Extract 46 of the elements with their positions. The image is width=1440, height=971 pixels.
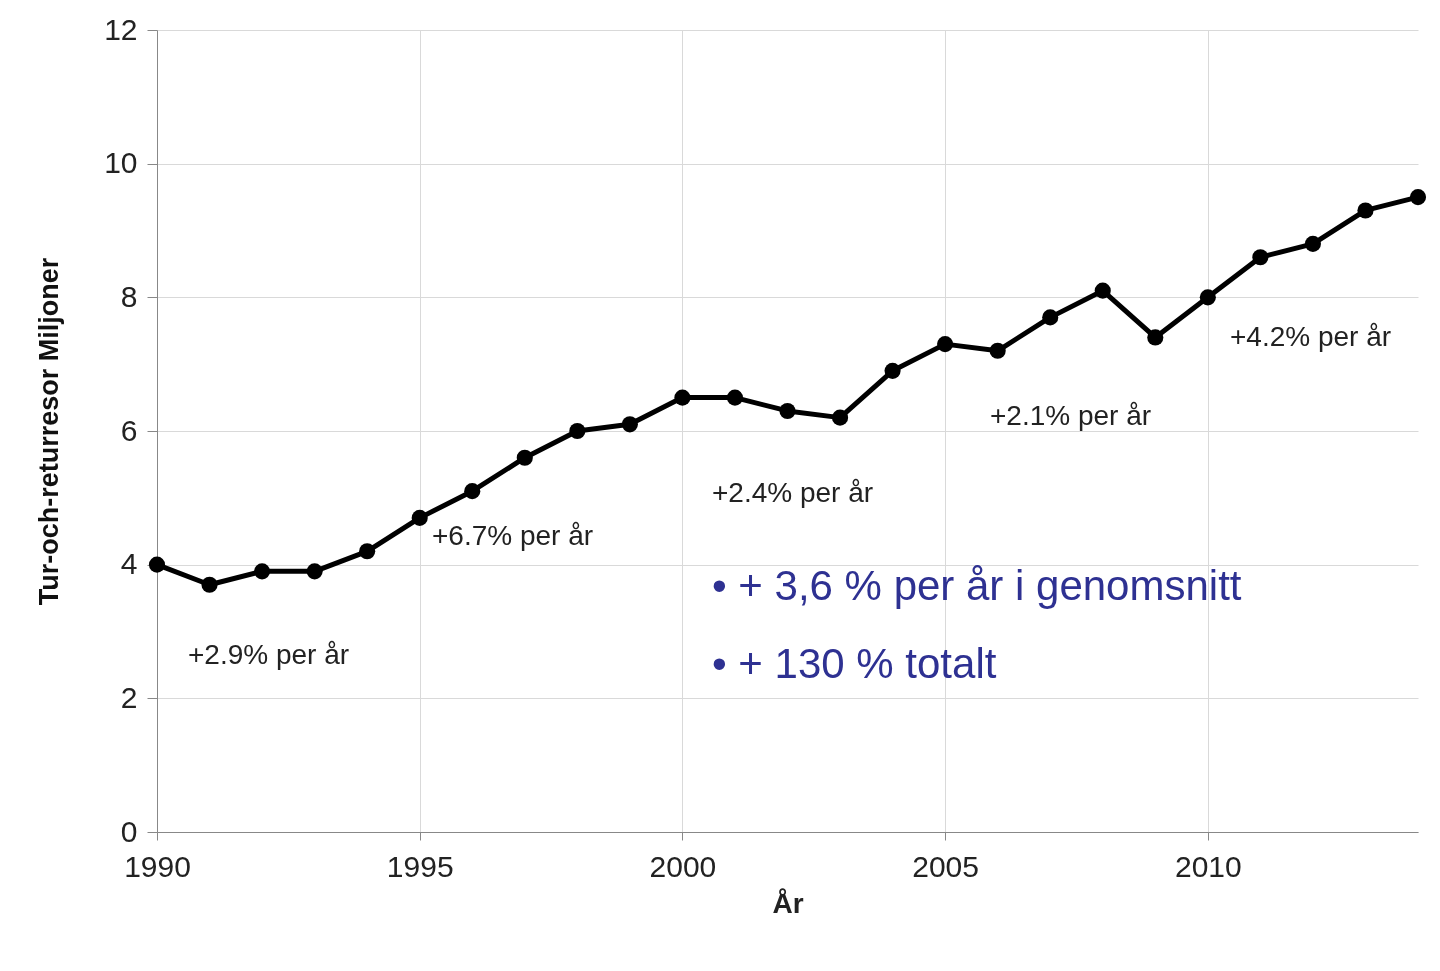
point: [569, 422, 586, 440]
point: [989, 342, 1006, 359]
point: [359, 543, 376, 560]
point: [464, 483, 481, 500]
point: [411, 509, 428, 526]
point: [831, 409, 849, 426]
point: [1409, 189, 1427, 206]
y-tick-label: 8: [120, 279, 138, 313]
point: [621, 416, 638, 433]
point: [726, 389, 744, 406]
point: [884, 362, 901, 379]
y-tick-label: 4: [120, 547, 138, 581]
point: [674, 389, 691, 406]
annotation: +6.7% per år: [432, 520, 594, 551]
point: [306, 563, 323, 580]
annotation: +2.1% per år: [990, 400, 1152, 431]
point: [1147, 329, 1164, 346]
y-tick-label: 6: [120, 413, 138, 447]
x-axis-title: År: [772, 887, 804, 919]
x-tick-label: 2010: [1174, 849, 1242, 883]
point: [937, 336, 954, 353]
annotation: • + 130 % totalt: [712, 640, 997, 687]
x-tick-label: 2005: [912, 849, 979, 883]
y-tick-label: 0: [120, 814, 138, 848]
point: [1199, 289, 1216, 306]
point: [1042, 309, 1059, 326]
x-tick-label: 2000: [649, 849, 717, 883]
point: [1357, 202, 1374, 219]
x-tick-label: 1995: [386, 849, 454, 883]
annotation: +4.2% per år: [1230, 321, 1392, 352]
point: [516, 449, 533, 466]
y-tick-label: 2: [120, 680, 138, 714]
point: [1252, 249, 1269, 266]
y-axis-title: Tur-och-returresor Miljoner: [34, 257, 65, 606]
annotation: +2.9% per år: [188, 639, 350, 670]
point: [1094, 282, 1111, 299]
annotation: • + 3,6 % per år i genomsnitt: [712, 562, 1242, 609]
y-tick-label: 10: [104, 146, 138, 180]
y-tick-label: 12: [104, 12, 138, 46]
point: [1304, 235, 1321, 252]
point: [201, 576, 218, 593]
annotation: +2.4% per år: [712, 477, 874, 508]
x-tick-label: 1990: [124, 849, 191, 883]
point: [148, 556, 166, 573]
point: [779, 402, 796, 419]
point: [254, 563, 271, 580]
